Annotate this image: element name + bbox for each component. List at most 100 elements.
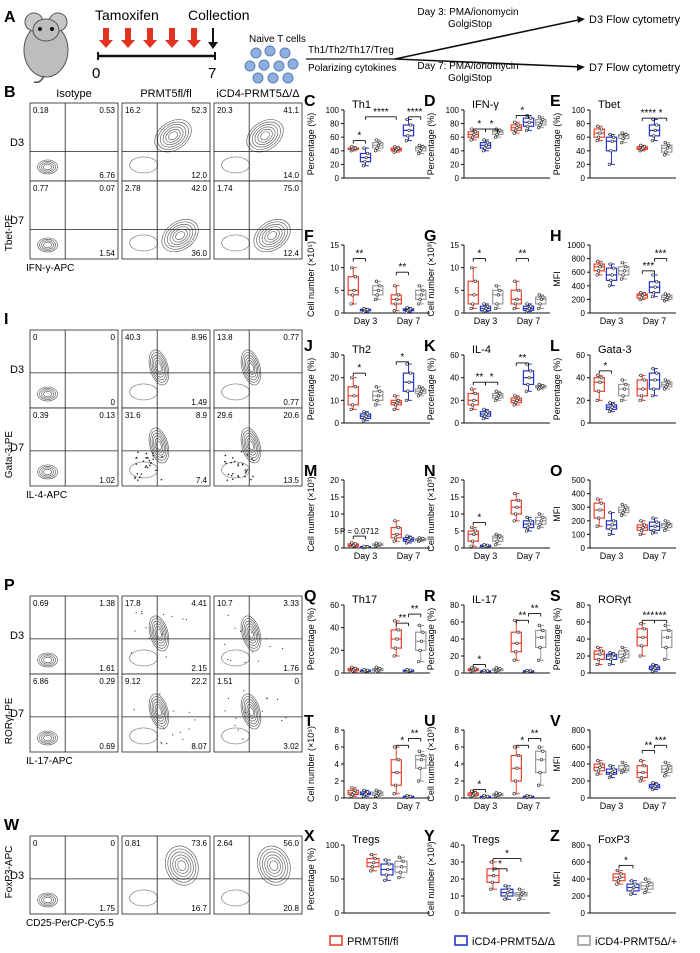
box-ko — [522, 668, 535, 674]
event-dot — [225, 462, 227, 464]
chart-title: Th1 — [352, 99, 371, 111]
box-flox — [390, 145, 402, 154]
contour-ring — [242, 696, 260, 727]
data-point — [512, 403, 516, 407]
day-seven-label: 7 — [208, 65, 216, 82]
contour-ring — [156, 628, 162, 639]
contour-ring — [243, 354, 259, 381]
y-tick-label: 600 — [572, 858, 586, 867]
event-dot — [163, 727, 165, 729]
data-point — [652, 291, 656, 295]
y-axis-label: Percentage (%) — [306, 608, 316, 671]
d3-stim-line2: GolgiStop — [448, 19, 492, 30]
data-point — [609, 149, 613, 153]
quadrant-lower-right: 1.54 — [99, 249, 115, 258]
legend: PRMT5fl/fl iCD4-PRMT5Δ/Δ iCD4-PRMT5Δ/+ — [329, 935, 677, 948]
event-dot — [141, 613, 143, 615]
contour-ring — [164, 845, 199, 886]
significance-bracket: * — [485, 372, 499, 386]
data-point — [498, 534, 502, 538]
data-point — [513, 618, 517, 622]
box-het — [394, 855, 408, 880]
y-tick-label: 800 — [572, 726, 586, 735]
data-point — [610, 405, 614, 409]
data-point — [528, 669, 533, 673]
significance-label: ** — [518, 353, 526, 364]
significance-label: **** — [407, 107, 423, 118]
panel-letter-v: V — [550, 713, 561, 730]
event-dot — [155, 469, 157, 472]
quadrant-upper-right: 56.0 — [283, 839, 299, 848]
quadrant-lower-right: 16.7 — [191, 904, 207, 913]
box-het — [535, 293, 547, 311]
quadrant-upper-right: 4.41 — [191, 599, 207, 608]
data-point — [608, 132, 612, 137]
data-point — [350, 293, 355, 297]
data-point — [401, 859, 405, 863]
flow-row-day-label: D7 — [10, 215, 24, 227]
box-flox — [636, 143, 648, 153]
event-dot — [134, 630, 136, 632]
event-dot — [252, 475, 254, 478]
data-point — [664, 385, 668, 389]
data-point — [516, 288, 520, 292]
data-point — [526, 124, 530, 128]
data-point — [653, 285, 657, 289]
quadrant-upper-right: 1.38 — [99, 599, 115, 608]
significance-label: * — [400, 352, 404, 363]
data-point — [619, 872, 623, 876]
event-dot — [139, 476, 141, 478]
quadrant-upper-right: 20.6 — [283, 411, 299, 420]
significance-bracket: * — [485, 119, 499, 133]
data-point — [639, 143, 643, 147]
contour-ring — [39, 388, 56, 400]
box-ko — [359, 667, 372, 674]
x-category-label: Day 3 — [354, 801, 378, 811]
data-point — [622, 508, 627, 512]
contour-ring — [153, 435, 165, 456]
data-point — [362, 788, 366, 792]
box-het — [661, 519, 673, 532]
data-point — [470, 525, 474, 530]
data-point — [541, 384, 545, 388]
data-point — [374, 403, 378, 407]
contour-ring — [41, 240, 54, 250]
significance-label: ** — [531, 604, 539, 615]
data-point — [378, 790, 382, 794]
event-dot — [152, 454, 155, 457]
data-point — [610, 273, 614, 277]
data-point — [541, 749, 545, 753]
data-point — [393, 536, 398, 540]
contour-ring — [151, 354, 167, 381]
data-point — [496, 394, 501, 398]
data-point — [494, 532, 498, 537]
event-dot — [234, 724, 236, 727]
panel-letter-i: I — [4, 311, 8, 328]
event-dot — [135, 612, 137, 614]
event-dot — [140, 473, 143, 475]
data-point — [375, 398, 379, 402]
data-point — [667, 764, 671, 768]
significance-label: ** — [518, 249, 526, 260]
contour-ring — [129, 889, 158, 907]
event-dot — [152, 452, 154, 454]
data-point — [498, 667, 502, 671]
y-tick-label: 40 — [450, 841, 459, 850]
y-tick-label: 5 — [335, 286, 340, 295]
quadrant-upper-right: 0.07 — [99, 184, 115, 193]
data-point — [595, 772, 599, 776]
data-point — [396, 293, 400, 297]
y-tick-label: 800 — [572, 255, 586, 264]
event-dot — [161, 743, 163, 745]
y-axis-label: Cell number (×10³) — [426, 841, 436, 916]
box-het — [661, 378, 673, 391]
flow-y-axis-label: FoxP3-APC — [4, 846, 15, 899]
data-point — [608, 511, 612, 515]
data-point — [653, 524, 657, 528]
data-point — [639, 758, 643, 763]
data-point — [513, 302, 518, 306]
box-het — [415, 749, 427, 783]
data-point — [362, 410, 366, 414]
data-point — [470, 539, 475, 543]
